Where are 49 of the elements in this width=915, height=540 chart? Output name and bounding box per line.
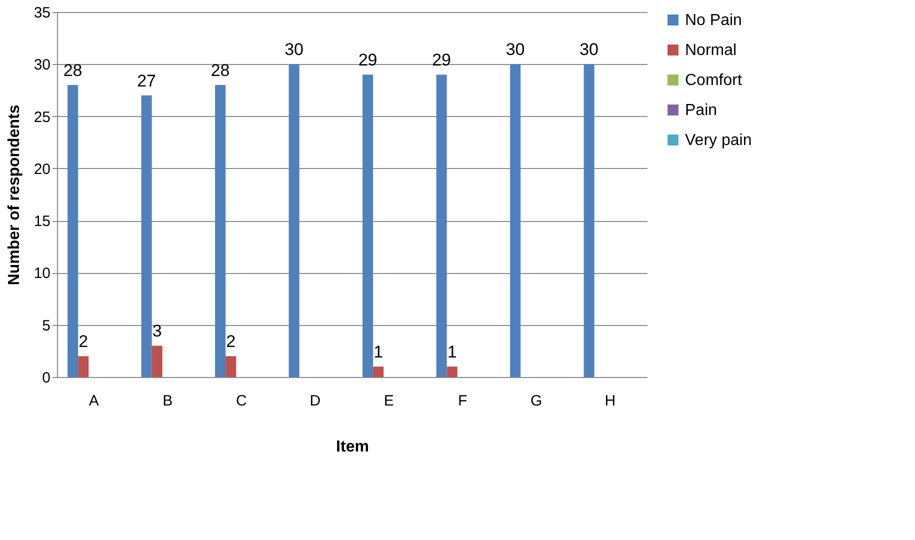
- x-tick-label: A: [88, 392, 99, 410]
- bar: [362, 74, 374, 377]
- bar: [215, 85, 226, 377]
- data-label: 3: [152, 322, 162, 341]
- legend-label: Pain: [685, 102, 718, 119]
- bar: [373, 366, 384, 377]
- y-tick-label: 20: [34, 160, 50, 178]
- x-tick-label: H: [604, 392, 616, 410]
- bar: [436, 74, 447, 377]
- legend-label: Comfort: [685, 72, 742, 89]
- data-label: 30: [580, 40, 599, 60]
- y-tick-label: 35: [34, 4, 50, 22]
- data-label: 27: [137, 71, 156, 90]
- data-label: 30: [284, 40, 304, 60]
- y-tick-label: 0: [42, 370, 50, 386]
- data-label: 29: [432, 50, 452, 70]
- bar: [152, 346, 162, 377]
- bar: [141, 95, 152, 377]
- y-tick-label: 10: [34, 265, 50, 282]
- x-tick-label: F: [458, 392, 468, 410]
- y-tick-label: 5: [42, 317, 50, 334]
- data-label: 30: [506, 40, 525, 60]
- x-tick-label: B: [162, 392, 173, 410]
- data-label: 1: [447, 342, 457, 362]
- x-tick-label: G: [530, 392, 542, 410]
- y-tick-label: 30: [34, 56, 50, 74]
- legend-label: No Pain: [685, 12, 742, 29]
- data-label: 1: [374, 342, 384, 362]
- bar: [446, 366, 458, 377]
- data-label: 2: [78, 332, 88, 352]
- bar: [68, 85, 78, 377]
- bar: [226, 356, 236, 377]
- bar: [584, 64, 594, 377]
- y-axis-title: Number of respondents: [6, 104, 23, 286]
- legend-label: Very pain: [685, 132, 752, 149]
- bar: [288, 64, 300, 377]
- data-label: 28: [210, 61, 230, 80]
- data-label: 28: [63, 61, 82, 80]
- y-tick-label: 15: [34, 213, 50, 230]
- bar: [510, 64, 521, 377]
- x-tick-label: D: [310, 392, 321, 410]
- data-label: 29: [358, 50, 378, 70]
- x-tick-label: C: [236, 392, 247, 410]
- data-label: 2: [226, 332, 236, 352]
- legend-label: Normal: [685, 42, 737, 59]
- x-axis-title: Item: [336, 438, 369, 456]
- bar: [78, 356, 89, 377]
- y-tick-label: 25: [34, 108, 50, 126]
- x-tick-label: E: [384, 392, 394, 410]
